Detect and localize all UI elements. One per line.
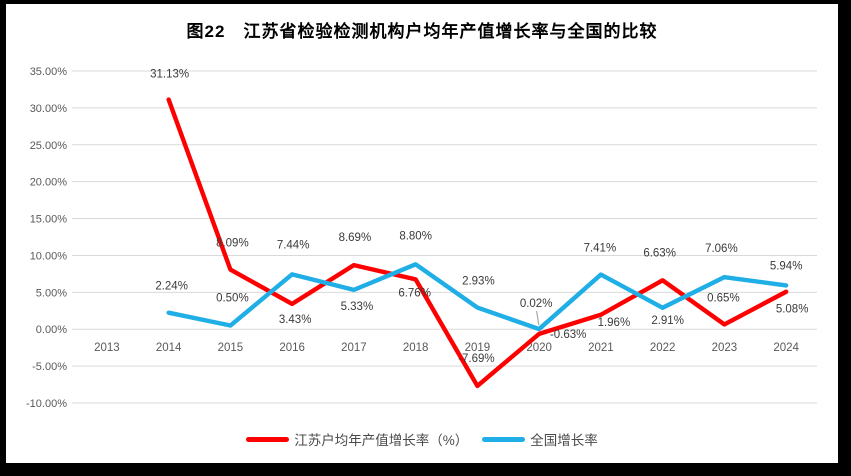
chart-title: 图22 江苏省检验检测机构户均年产值增长率与全国的比较 xyxy=(186,22,658,41)
jiangsu-series-label: 江苏户均年产值增长率（%） xyxy=(294,433,469,448)
data-label-jiangsu: 5.08% xyxy=(776,304,809,316)
x-axis-label: 2021 xyxy=(588,342,614,354)
x-axis-label: 2023 xyxy=(712,342,738,354)
y-axis-tick-label: 5.00% xyxy=(36,287,67,299)
chart-sheet: 图22 江苏省检验检测机构户均年产值增长率与全国的比较 35.00% 30.00%… xyxy=(6,4,838,463)
y-axis-tick-label: 30.00% xyxy=(30,103,68,115)
data-label-jiangsu: 31.13% xyxy=(150,69,189,81)
data-label-national: 7.44% xyxy=(277,239,310,251)
national-series-swatch xyxy=(482,436,526,442)
x-axis-label: 2014 xyxy=(156,342,182,354)
jiangsu-series-swatch xyxy=(246,436,290,442)
legend-item-jiangsu: 江苏户均年产值增长率（%） xyxy=(246,429,468,449)
y-axis-tick-label: 25.00% xyxy=(30,140,68,152)
data-label-jiangsu: 6.76% xyxy=(398,287,431,299)
y-axis-tick-label: 35.00% xyxy=(30,66,68,78)
data-label-national: 7.41% xyxy=(584,243,617,255)
data-label-national: 2.24% xyxy=(155,281,188,293)
y-axis-tick-label: 15.00% xyxy=(30,214,68,226)
data-label-national: 5.33% xyxy=(341,301,374,313)
data-label-leader-line xyxy=(536,310,540,326)
x-axis-label: 2020 xyxy=(526,342,552,354)
data-label-jiangsu: 3.43% xyxy=(279,314,312,326)
data-label-national: 0.50% xyxy=(216,293,249,305)
chart-legend: 江苏户均年产值增长率（%） 全国增长率 xyxy=(6,429,838,449)
data-label-national: 2.91% xyxy=(651,315,684,327)
y-axis-tick-label: 20.00% xyxy=(30,177,68,189)
y-axis-tick-label: 10.00% xyxy=(30,250,68,262)
x-axis-label: 2017 xyxy=(341,342,367,354)
x-axis-label: 2016 xyxy=(279,342,305,354)
data-label-jiangsu: -0.63% xyxy=(550,329,586,341)
data-label-jiangsu: 8.69% xyxy=(339,232,372,244)
data-label-jiangsu: 1.96% xyxy=(598,317,631,329)
national-series-label: 全国增长率 xyxy=(530,433,598,448)
data-label-national: 8.80% xyxy=(399,230,432,242)
x-axis-label: 2022 xyxy=(650,342,676,354)
data-label-national: 7.06% xyxy=(705,243,738,255)
data-label-national: 5.94% xyxy=(770,260,803,272)
x-axis-label: 2024 xyxy=(773,342,799,354)
x-axis-label: 2018 xyxy=(403,342,429,354)
y-axis-tick-label: 0.00% xyxy=(36,324,67,336)
data-label-national: 2.93% xyxy=(462,276,495,288)
x-axis-label: 2013 xyxy=(94,342,120,354)
data-label-national: 0.02% xyxy=(520,298,553,310)
y-axis-tick-label: -5.00% xyxy=(32,361,67,373)
y-axis-tick-label: -10.00% xyxy=(26,398,67,410)
x-axis-label: 2019 xyxy=(465,342,491,354)
legend-item-national: 全国增长率 xyxy=(482,429,598,449)
data-label-jiangsu: -7.69% xyxy=(458,353,494,365)
x-axis-label: 2015 xyxy=(218,342,244,354)
data-label-jiangsu: 8.09% xyxy=(216,238,249,250)
series-line-national xyxy=(166,262,789,332)
line-chart-canvas: 35.00% 30.00% 25.00% 20.00% 15.00% 10.00% 5.00… xyxy=(26,66,817,410)
data-label-jiangsu: 0.65% xyxy=(707,292,740,304)
data-label-jiangsu: 6.63% xyxy=(643,247,676,259)
